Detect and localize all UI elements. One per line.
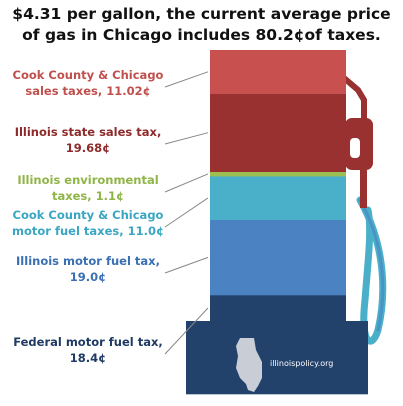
segment-0	[186, 321, 368, 395]
segment-label-5: Cook County & Chicago sales taxes, 11.02¢	[13, 68, 164, 98]
title-text-1: per gallon, the current average price	[61, 5, 391, 23]
segment-label-line: Cook County & Chicago	[13, 208, 164, 222]
segment-label-1: Illinois motor fuel tax, 19.0¢	[16, 254, 160, 284]
segment-label-line: Illinois state sales tax,	[15, 125, 162, 139]
title-line-1: $4.31 per gallon, the current average pr…	[0, 4, 403, 25]
segment-labels: Federal motor fuel tax, 18.4¢ Illinois mot…	[12, 68, 164, 365]
label-connectors	[164, 71, 209, 355]
connector-4	[164, 132, 209, 145]
connector-2	[164, 197, 209, 228]
connector-5	[164, 71, 209, 88]
connector-1	[164, 256, 209, 274]
segment-label-line: 19.68¢	[66, 141, 110, 155]
fuel-hose-shade	[358, 198, 385, 332]
segment-1	[210, 219, 346, 296]
segment-3	[210, 171, 346, 177]
connector-0	[164, 307, 209, 355]
pump-arm	[341, 75, 367, 121]
segment-label-line: 19.0¢	[70, 270, 106, 284]
tax-total: 80.2¢	[255, 26, 305, 44]
nozzle-neck	[360, 170, 367, 208]
connector-3	[164, 173, 209, 193]
segment-label-line: Illinois motor fuel tax,	[16, 254, 160, 268]
title-line-2: of gas in Chicago includes 80.2¢of taxes…	[0, 25, 403, 46]
chart-title: $4.31 per gallon, the current average pr…	[0, 4, 403, 46]
nozzle-grip-icon	[350, 138, 360, 158]
title-text-2: of gas in Chicago includes	[22, 26, 256, 44]
segment-label-line: 18.4¢	[70, 351, 106, 365]
segment-label-2: Cook County & Chicago motor fuel taxes, 1…	[12, 208, 164, 238]
segment-label-4: Illinois state sales tax, 19.68¢	[15, 125, 162, 155]
illinois-map-icon	[236, 338, 262, 392]
segment-label-line: taxes, 1.1¢	[52, 189, 124, 203]
segment-4	[210, 93, 346, 172]
gas-price: $4.31	[12, 5, 62, 23]
pump-body	[186, 50, 368, 395]
segment-label-line: sales taxes, 11.02¢	[25, 84, 150, 98]
segment-label-3: Illinois environmental taxes, 1.1¢	[17, 173, 158, 203]
segment-label-line: Federal motor fuel tax,	[13, 335, 163, 349]
segment-label-line: Illinois environmental	[17, 173, 158, 187]
segment-2	[210, 176, 346, 220]
segment-0-upper	[210, 295, 346, 322]
segment-label-line: Cook County & Chicago	[13, 68, 164, 82]
segment-5	[210, 50, 346, 94]
watermark: illinoispolicy.org	[270, 359, 333, 368]
segment-label-line: motor fuel taxes, 11.0¢	[12, 224, 164, 238]
segment-label-0: Federal motor fuel tax, 18.4¢	[13, 335, 163, 365]
title-text-3: of taxes.	[304, 26, 381, 44]
